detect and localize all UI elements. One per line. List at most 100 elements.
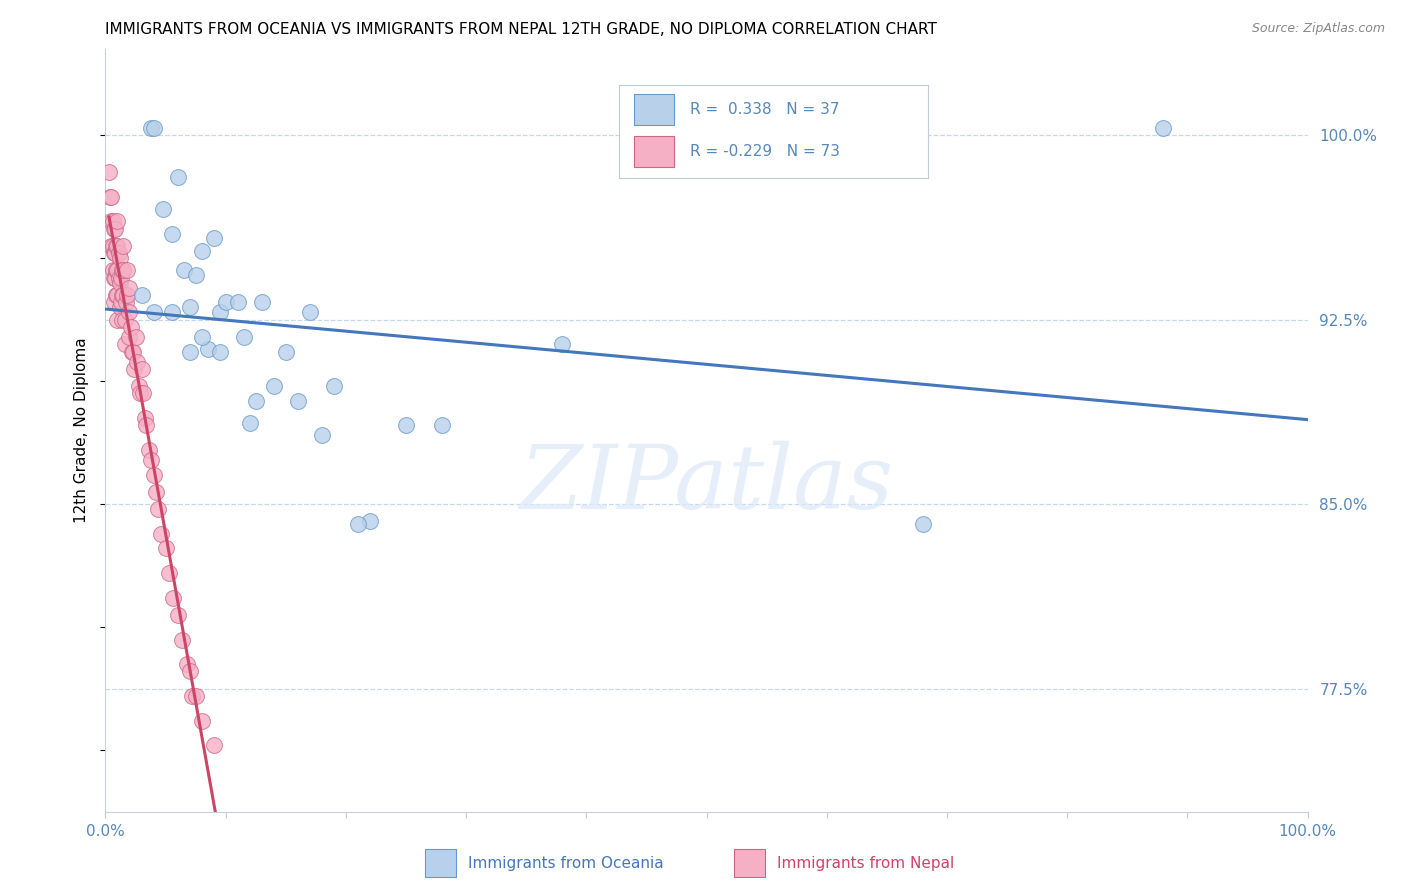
Point [139, 453, 162, 467]
Point [105, 288, 128, 302]
Point [111, 263, 134, 277]
Point [347, 516, 370, 531]
Point [184, 689, 207, 703]
Point [157, 566, 180, 580]
Point [124, 362, 146, 376]
Point [107, 312, 129, 326]
Text: Source: ZipAtlas.com: Source: ZipAtlas.com [1251, 22, 1385, 36]
Y-axis label: 12th Grade, No Diploma: 12th Grade, No Diploma [75, 337, 90, 524]
Point [112, 239, 135, 253]
Point [112, 288, 135, 302]
Point [114, 312, 136, 326]
Bar [425, 849, 456, 877]
Bar [734, 849, 765, 877]
Point [172, 632, 194, 647]
Point [166, 169, 188, 184]
Point [142, 467, 165, 482]
Point [155, 541, 177, 556]
Point [184, 268, 207, 283]
Point [110, 295, 132, 310]
Point [232, 330, 254, 344]
Point [98, 189, 121, 203]
Point [128, 379, 150, 393]
Point [1152, 120, 1174, 135]
Point [107, 239, 129, 253]
Point [104, 221, 127, 235]
Point [100, 189, 122, 203]
Point [176, 657, 198, 672]
Point [100, 214, 122, 228]
Point [142, 305, 165, 319]
Point [287, 393, 309, 408]
Point [105, 239, 128, 253]
Point [134, 411, 156, 425]
Point [112, 263, 135, 277]
Point [179, 344, 201, 359]
Point [148, 502, 170, 516]
Point [274, 344, 297, 359]
Point [166, 607, 188, 622]
Point [115, 263, 138, 277]
Point [131, 362, 153, 376]
Point [104, 246, 127, 260]
Point [190, 330, 212, 344]
Text: R = -0.229   N = 73: R = -0.229 N = 73 [690, 144, 839, 159]
Point [103, 246, 125, 260]
Point [202, 231, 225, 245]
Point [115, 288, 138, 302]
Point [120, 320, 142, 334]
Point [107, 214, 129, 228]
Point [108, 276, 131, 290]
Point [911, 516, 934, 531]
Point [208, 305, 231, 319]
Point [179, 665, 201, 679]
Point [181, 689, 204, 703]
Point [121, 344, 143, 359]
Point [100, 239, 122, 253]
Point [322, 379, 344, 393]
Point [190, 244, 212, 258]
Point [101, 214, 124, 228]
Point [108, 251, 131, 265]
Point [118, 305, 141, 319]
Bar [634, 95, 675, 125]
Point [129, 386, 152, 401]
Point [214, 295, 236, 310]
Point [160, 305, 183, 319]
Point [131, 288, 153, 302]
Point [311, 428, 333, 442]
Point [245, 393, 267, 408]
Point [239, 416, 262, 430]
Point [197, 342, 219, 356]
Point [101, 263, 124, 277]
Point [138, 443, 160, 458]
Point [430, 418, 453, 433]
Point [162, 591, 184, 605]
Point [263, 379, 285, 393]
Point [107, 246, 129, 260]
Point [395, 418, 418, 433]
Point [104, 271, 127, 285]
Point [135, 418, 157, 433]
Point [226, 295, 249, 310]
Point [103, 221, 125, 235]
Point [152, 202, 174, 216]
Point [132, 386, 155, 401]
Point [173, 263, 195, 277]
Point [551, 337, 574, 351]
Point [111, 288, 134, 302]
Point [103, 271, 125, 285]
Point [105, 263, 128, 277]
Point [250, 295, 273, 310]
Text: Immigrants from Nepal: Immigrants from Nepal [778, 855, 955, 871]
Point [208, 344, 231, 359]
Text: Immigrants from Oceania: Immigrants from Oceania [468, 855, 664, 871]
Point [107, 263, 129, 277]
Point [118, 330, 141, 344]
Point [179, 301, 201, 315]
Point [107, 271, 129, 285]
Text: R =  0.338   N = 37: R = 0.338 N = 37 [690, 102, 839, 117]
Bar [634, 136, 675, 167]
Point [108, 301, 131, 315]
Text: IMMIGRANTS FROM OCEANIA VS IMMIGRANTS FROM NEPAL 12TH GRADE, NO DIPLOMA CORRELAT: IMMIGRANTS FROM OCEANIA VS IMMIGRANTS FR… [105, 22, 938, 37]
